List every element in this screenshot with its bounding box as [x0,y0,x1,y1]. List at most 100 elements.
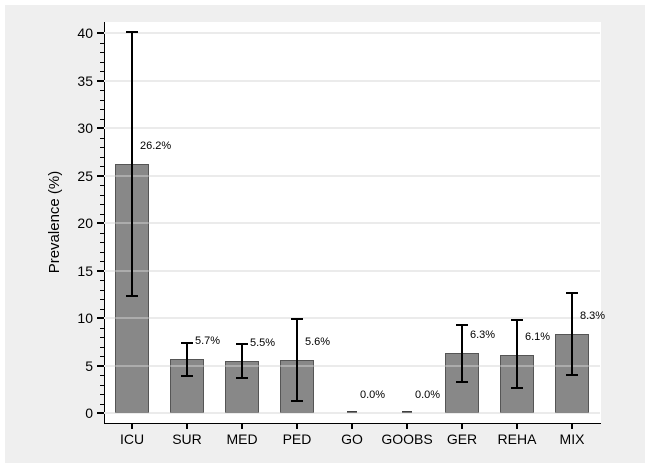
x-axis-tick [241,424,243,429]
error-bar [461,324,463,382]
value-label: 0.0% [360,388,386,401]
y-axis-minor-tick [100,156,104,158]
gridline [104,79,600,82]
y-axis-tick-label: 30 [77,120,93,136]
x-category-label: ICU [119,431,145,447]
y-axis-minor-tick [100,327,104,329]
gridline-overlay [104,32,600,34]
y-axis-tick-label: 20 [77,215,93,231]
x-category-label: SUR [172,431,202,447]
x-axis-tick [131,424,133,429]
y-axis-minor-tick [100,52,104,53]
y-axis-minor-tick [100,118,104,120]
gridline-overlay [104,317,600,319]
y-axis-minor-tick [100,90,104,91]
y-axis-minor-tick [100,194,104,196]
gridline [104,127,600,129]
error-bar-cap-bottom [181,374,193,377]
gridline [104,364,600,367]
y-axis-minor-tick [100,308,104,310]
value-label: 26.2% [140,140,172,153]
x-axis-tick [516,424,518,429]
x-category-label: MED [226,431,258,447]
error-bar [186,342,188,376]
error-bar-cap-bottom [236,376,248,379]
y-axis-major-tick [97,79,104,82]
gridline [104,317,600,319]
x-category-label: MIX [559,431,585,447]
y-axis-tick-label: 25 [77,167,93,184]
y-axis-minor-tick [100,242,104,243]
y-axis-tick-label: 40 [77,25,93,41]
y-axis-minor-tick [100,147,104,148]
y-axis-tick-label: 5 [85,357,93,374]
error-bar [516,319,518,389]
y-axis-minor-tick [100,251,104,253]
gridline [104,32,600,34]
y-axis-major-tick [97,174,104,177]
x-axis-tick [406,424,408,429]
x-category-label: PED [282,431,312,447]
y-axis-minor-tick [100,337,104,338]
x-category-label: GO [341,431,363,447]
x-category-label: GOOBS [381,431,433,447]
error-bar-cap-top [236,342,248,345]
error-bar-cap-bottom [511,387,523,390]
gridline-overlay [104,79,600,82]
value-label: 5.5% [250,336,276,349]
value-label: 5.7% [195,334,221,347]
y-axis-tick-label: 15 [77,262,93,279]
y-axis-minor-tick [100,289,104,291]
x-axis-tick [461,424,463,429]
value-label: 0.0% [415,388,441,401]
error-bar-cap-top [566,292,578,295]
y-axis-minor-tick [100,109,104,110]
error-bar [571,293,573,375]
error-bar [131,32,133,297]
x-axis-tick [351,424,353,429]
y-axis-minor-tick [100,261,104,262]
y-axis-major-tick [97,127,104,129]
error-bar-cap-bottom [456,380,468,383]
y-axis-minor-tick [100,99,104,101]
gridline [104,174,600,177]
y-axis-minor-tick [100,137,104,139]
y-axis-minor-tick [100,232,104,234]
error-bar [296,318,298,401]
y-axis-major-tick [97,222,104,224]
error-bar-cap-top [181,341,193,344]
y-axis-minor-tick [100,403,104,405]
gridline [104,412,600,414]
y-axis-major-tick [97,32,104,34]
x-category-label: GER [446,431,478,447]
y-axis-major-tick [97,364,104,367]
value-label: 5.6% [305,335,331,348]
x-axis-tick [186,424,188,429]
error-bar-cap-bottom [291,399,303,402]
y-axis-minor-tick [100,204,104,205]
y-axis-tick-label: 10 [77,310,93,326]
error-bar-cap-top [126,31,138,34]
gridline-overlay [104,222,600,224]
gridline-overlay [104,127,600,129]
gridline [104,269,600,272]
gridline-overlay [104,364,600,367]
y-axis-major-tick [97,269,104,272]
y-axis-minor-tick [100,42,104,44]
error-bar-cap-bottom [126,295,138,298]
error-bar [241,343,243,378]
y-axis-minor-tick [100,280,104,281]
y-axis-minor-tick [100,71,104,72]
error-bar-cap-top [291,317,303,320]
error-bar-cap-bottom [566,374,578,376]
y-axis-minor-tick [100,375,104,376]
gridline-overlay [104,174,600,177]
y-axis-minor-tick [100,299,104,300]
y-axis-minor-tick [100,213,104,215]
y-axis-major-tick [97,412,104,414]
zero-bar-dash [347,411,357,413]
y-axis-major-tick [97,317,104,319]
gridline [104,222,600,224]
